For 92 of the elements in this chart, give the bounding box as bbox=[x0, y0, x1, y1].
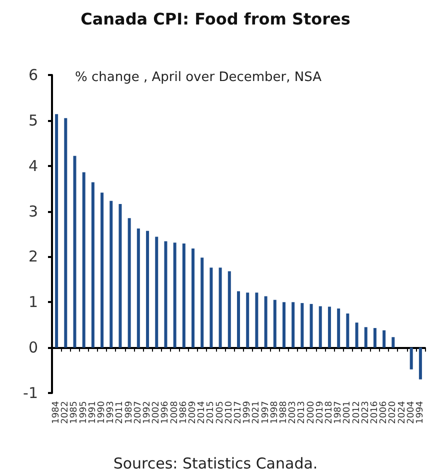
source-note: Sources: Statistics Canada. bbox=[113, 454, 318, 472]
x-tick-label: 2019 bbox=[315, 400, 326, 424]
x-tick-label: 2021 bbox=[252, 401, 262, 424]
bar bbox=[273, 300, 276, 348]
x-tick-label: 2015 bbox=[206, 401, 216, 424]
x-tick-label: 2020 bbox=[388, 400, 398, 424]
bar bbox=[355, 322, 358, 348]
x-tick-label: 1993 bbox=[106, 401, 116, 424]
x-tick-label: 2022 bbox=[60, 401, 71, 424]
x-tick-label: 1992 bbox=[142, 401, 153, 424]
x-tick-label: 2005 bbox=[215, 401, 226, 424]
x-tick-label: 1995 bbox=[78, 401, 89, 424]
x-tick-label: 2000 bbox=[306, 400, 316, 424]
bar bbox=[300, 303, 304, 348]
chart-subtitle: % change , April over December, NSA bbox=[75, 70, 322, 85]
bar bbox=[364, 327, 368, 348]
y-tick-label: 5 bbox=[28, 111, 38, 130]
x-tick-label: 1997 bbox=[260, 401, 271, 424]
x-tick-label: 2012 bbox=[352, 401, 362, 424]
bar bbox=[192, 248, 195, 348]
y-tick-label: 3 bbox=[28, 202, 38, 220]
x-tick-label: 1999 bbox=[242, 400, 253, 424]
bar bbox=[337, 308, 340, 348]
bar bbox=[346, 314, 350, 348]
x-tick-label: 1998 bbox=[270, 400, 280, 424]
x-tick-label: 1984 bbox=[52, 400, 62, 424]
bar bbox=[310, 304, 313, 348]
bar bbox=[418, 348, 422, 380]
bar bbox=[410, 348, 413, 370]
x-tick-label: 1989 bbox=[124, 400, 134, 424]
bar bbox=[173, 242, 176, 348]
bar bbox=[218, 268, 222, 348]
x-tick-label: 2011 bbox=[115, 401, 126, 424]
bar bbox=[328, 306, 331, 348]
x-tick-label: 1987 bbox=[334, 401, 344, 424]
x-tick-label: 1988 bbox=[278, 400, 289, 424]
x-tick-label: 1996 bbox=[160, 400, 171, 424]
bar bbox=[82, 172, 86, 348]
bar bbox=[164, 241, 168, 348]
x-tick-label: 2010 bbox=[224, 400, 234, 424]
bar bbox=[382, 330, 386, 348]
bar bbox=[318, 306, 322, 348]
bar bbox=[237, 291, 240, 348]
chart-title: Canada CPI: Food from Stores bbox=[80, 10, 350, 28]
bar bbox=[182, 244, 186, 348]
bar bbox=[91, 182, 94, 348]
x-tick-label: 2006 bbox=[379, 400, 390, 424]
x-tick-label: 1986 bbox=[178, 400, 189, 424]
x-tick-label: 1991 bbox=[88, 401, 98, 424]
bar bbox=[392, 337, 395, 348]
y-tick-label: 2 bbox=[28, 248, 38, 266]
x-tick-label: 2013 bbox=[297, 401, 308, 424]
bar bbox=[110, 200, 113, 348]
bar bbox=[155, 236, 158, 348]
x-tick-label: 1994 bbox=[415, 400, 426, 424]
bar bbox=[55, 114, 58, 348]
bar bbox=[255, 292, 258, 348]
x-tick-label: 2007 bbox=[133, 401, 144, 424]
bar bbox=[373, 328, 376, 348]
x-tick-label: 1990 bbox=[97, 400, 108, 424]
bar bbox=[64, 118, 68, 348]
x-tick-label: 2014 bbox=[197, 400, 208, 424]
y-tick-label: 0 bbox=[28, 338, 38, 357]
bar bbox=[146, 230, 150, 348]
x-tick-label: 2004 bbox=[406, 400, 416, 424]
x-tick-label: 2023 bbox=[360, 401, 371, 424]
bar bbox=[118, 204, 122, 348]
x-tick-label: 2008 bbox=[170, 400, 180, 424]
bar bbox=[246, 292, 250, 348]
y-tick-label: 1 bbox=[28, 293, 38, 312]
bar bbox=[264, 296, 268, 348]
bar bbox=[292, 302, 295, 348]
bar bbox=[282, 302, 286, 348]
x-tick-label: 2018 bbox=[324, 400, 334, 424]
x-tick-label: 2016 bbox=[370, 400, 380, 424]
x-tick-label: 1985 bbox=[70, 401, 80, 424]
y-tick-label: -1 bbox=[23, 384, 38, 402]
x-tick-label: 2002 bbox=[152, 401, 162, 424]
x-tick-label: 2017 bbox=[234, 401, 244, 424]
y-tick-label: 6 bbox=[28, 66, 38, 84]
bar bbox=[200, 258, 204, 348]
bar bbox=[210, 268, 213, 348]
bar bbox=[128, 218, 131, 348]
bar bbox=[228, 271, 231, 348]
x-tick-label: 2024 bbox=[397, 400, 408, 424]
bar bbox=[136, 228, 140, 348]
y-tick-label: 4 bbox=[28, 156, 38, 175]
x-tick-label: 2001 bbox=[342, 401, 353, 424]
x-tick-label: 2003 bbox=[288, 401, 298, 424]
x-tick-label: 2009 bbox=[188, 400, 198, 424]
bar bbox=[73, 156, 76, 348]
bar bbox=[100, 192, 104, 348]
